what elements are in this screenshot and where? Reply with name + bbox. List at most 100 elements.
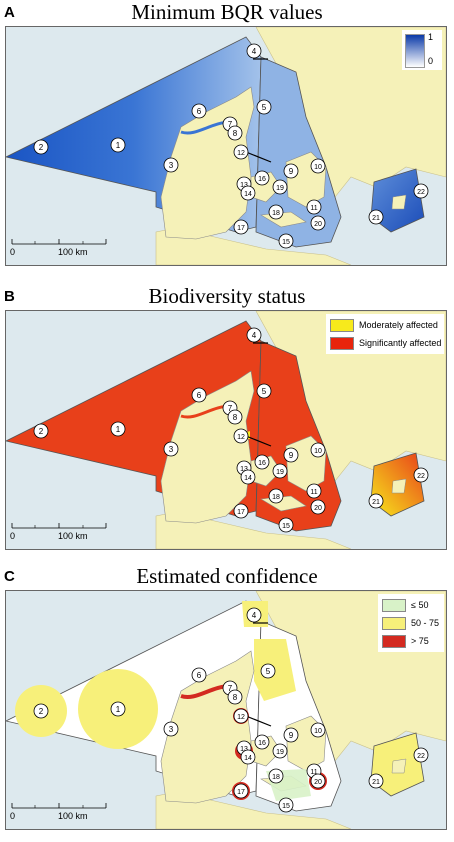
- area-label-17: 17: [233, 783, 249, 799]
- svg-text:15: 15: [282, 239, 290, 246]
- area-label-1: 1: [110, 137, 126, 153]
- legend-label: > 75: [411, 636, 429, 646]
- svg-text:14: 14: [244, 475, 252, 482]
- svg-text:7: 7: [228, 684, 233, 693]
- legend-label: 50 - 75: [411, 618, 440, 628]
- svg-text:10: 10: [314, 448, 322, 455]
- area-label-15: 15: [278, 797, 294, 813]
- legend-swatch: [382, 616, 406, 630]
- area-label-18: 18: [268, 768, 284, 784]
- legend-item: 50 - 75: [378, 614, 444, 632]
- svg-text:8: 8: [233, 693, 238, 702]
- area-label-22: 22: [413, 183, 429, 199]
- svg-text:16: 16: [258, 460, 266, 467]
- area-label-18: 18: [268, 204, 284, 220]
- area-label-12: 12: [233, 428, 249, 444]
- area-label-21: 21: [368, 773, 384, 789]
- svg-text:1: 1: [116, 425, 121, 434]
- area-label-20: 20: [310, 499, 326, 515]
- svg-text:11: 11: [310, 769, 317, 776]
- svg-text:19: 19: [276, 469, 284, 476]
- area-label-6: 6: [191, 103, 207, 119]
- area-label-15: 15: [278, 233, 294, 249]
- area-label-5: 5: [256, 383, 272, 399]
- area-label-2: 2: [33, 423, 49, 439]
- area-label-6: 6: [191, 667, 207, 683]
- area-label-9: 9: [283, 163, 299, 179]
- area-label-19: 19: [272, 463, 288, 479]
- svg-text:21: 21: [372, 499, 380, 506]
- legend-item: ≤ 50: [378, 596, 444, 614]
- area-labels: 1 2 3 4 5 6 7 8 9 10 11 12 13 14 15 16 1…: [33, 607, 429, 813]
- legend-gradient: 1 0: [402, 30, 442, 70]
- area-label-22: 22: [413, 747, 429, 763]
- legend-swatch: [330, 318, 354, 332]
- scale-start: 0: [10, 247, 16, 257]
- panel-letter: B: [4, 288, 15, 305]
- area-label-17: 17: [233, 503, 249, 519]
- legend-swatch: [330, 336, 354, 350]
- area-label-4: 4: [246, 327, 262, 343]
- area-label-14: 14: [240, 469, 256, 485]
- svg-text:7: 7: [228, 120, 233, 129]
- area-label-21: 21: [368, 209, 384, 225]
- svg-text:18: 18: [272, 210, 280, 217]
- svg-text:12: 12: [237, 150, 245, 157]
- area-label-21: 21: [368, 493, 384, 509]
- svg-text:11: 11: [310, 489, 317, 496]
- svg-text:13: 13: [240, 746, 248, 753]
- area-label-6: 6: [191, 387, 207, 403]
- area-label-11: 11: [306, 483, 322, 499]
- area-label-1: 1: [110, 701, 126, 717]
- bridge-line: [245, 435, 272, 447]
- svg-text:4: 4: [252, 611, 257, 620]
- bridge-line: [245, 151, 272, 163]
- area-label-14: 14: [240, 185, 256, 201]
- svg-text:20: 20: [314, 505, 322, 512]
- area-labels: 1 2 3 4 5 6 7 8 9 10 11 12 13 14 15 16 1…: [33, 327, 429, 533]
- area-label-3: 3: [163, 721, 179, 737]
- area-label-5: 5: [260, 663, 276, 679]
- svg-text:22: 22: [417, 189, 425, 196]
- area-label-5: 5: [256, 99, 272, 115]
- area-label-10: 10: [310, 722, 326, 738]
- svg-text:20: 20: [314, 221, 322, 228]
- panel-letter: C: [4, 568, 15, 585]
- svg-text:8: 8: [233, 413, 238, 422]
- legend-item: Significantly affected: [326, 334, 444, 352]
- legend-min-label: 0: [428, 56, 434, 66]
- map-frame: 1 2 3 4 5 6 7 8 9 10 11 12 13 14 15 16 1…: [5, 26, 447, 266]
- svg-text:19: 19: [276, 185, 284, 192]
- svg-text:9: 9: [289, 731, 294, 740]
- svg-text:1: 1: [116, 141, 121, 150]
- svg-text:1: 1: [116, 705, 121, 714]
- panel-biodiversity-status: B Biodiversity status: [0, 284, 454, 554]
- svg-text:10: 10: [314, 728, 322, 735]
- svg-text:21: 21: [372, 779, 380, 786]
- panel-title: Biodiversity status: [148, 284, 306, 308]
- area-label-4: 4: [246, 43, 262, 59]
- map-frame: 1 2 3 4 5 6 7 8 9 10 11 12 13 14 15 16 1…: [5, 310, 447, 550]
- legend-categories: ≤ 50 50 - 75 > 75: [378, 594, 444, 652]
- scale-bar: 0 100 km: [10, 518, 110, 546]
- map-svg: 1 2 3 4 5 6 7 8 9 10 11 12 13 14 15 16 1…: [6, 27, 446, 265]
- svg-text:15: 15: [282, 523, 290, 530]
- legend-swatch: [382, 634, 406, 648]
- legend-label: ≤ 50: [411, 600, 429, 610]
- area-label-11: 11: [306, 199, 322, 215]
- svg-text:14: 14: [244, 755, 252, 762]
- area-labels: 1 2 3 4 5 6 7 8 9 10 11 12 13 14 15 16 1…: [33, 43, 429, 249]
- svg-text:9: 9: [289, 167, 294, 176]
- bornholm-island: [391, 758, 407, 774]
- svg-text:5: 5: [262, 387, 267, 396]
- bridge-line: [245, 715, 272, 727]
- legend-swatch: [382, 598, 406, 612]
- area-label-1: 1: [110, 421, 126, 437]
- svg-text:3: 3: [169, 161, 174, 170]
- legend-categories: Moderately affected Significantly affect…: [326, 314, 444, 354]
- svg-text:19: 19: [276, 749, 284, 756]
- area-label-16: 16: [254, 734, 270, 750]
- area-label-15: 15: [278, 517, 294, 533]
- area-label-14: 14: [240, 749, 256, 765]
- area-label-10: 10: [310, 158, 326, 174]
